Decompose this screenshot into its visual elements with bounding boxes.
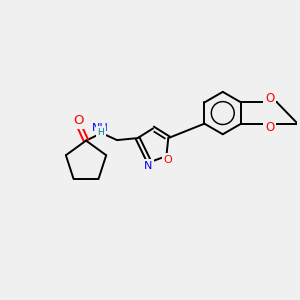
Text: NH: NH (92, 123, 109, 133)
Text: O: O (265, 92, 274, 105)
Text: H: H (98, 128, 104, 137)
Text: N: N (144, 161, 152, 171)
Text: O: O (164, 154, 172, 165)
Text: O: O (73, 114, 84, 127)
Text: O: O (265, 121, 274, 134)
